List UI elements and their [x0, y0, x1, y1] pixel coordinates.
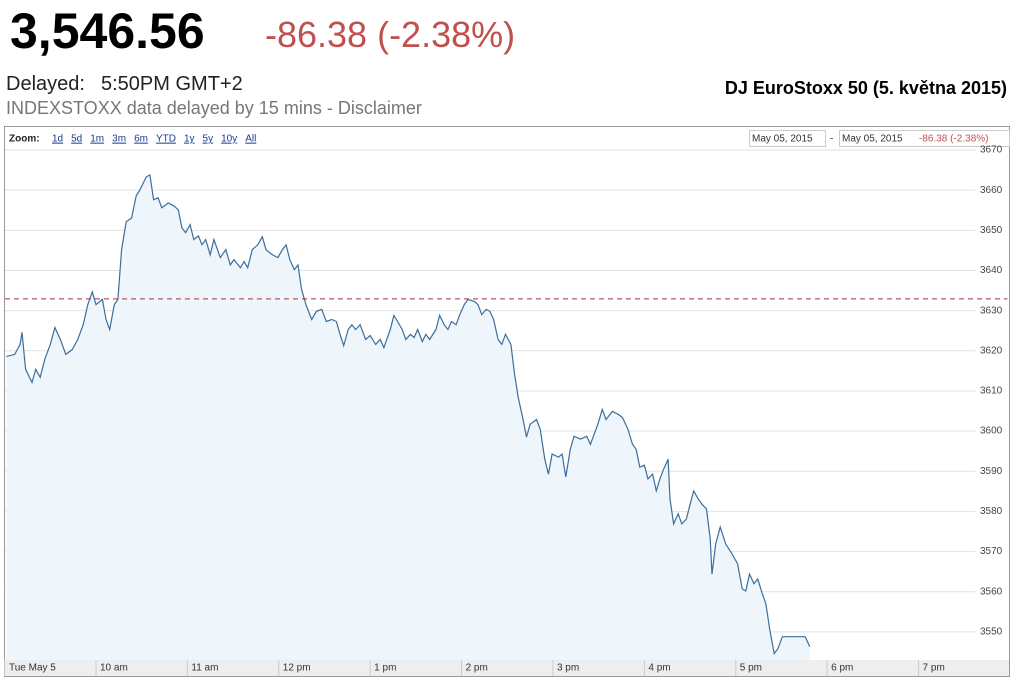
y-tick-label: 3600: [980, 426, 1003, 437]
x-tick-label: 3 pm: [557, 663, 579, 674]
y-tick-label: 3580: [980, 506, 1003, 517]
x-tick-label: 2 pm: [466, 663, 488, 674]
zoom-option[interactable]: 5y: [203, 134, 214, 145]
date-box[interactable]: [749, 130, 826, 147]
zoom-option[interactable]: All: [245, 134, 256, 145]
date-from[interactable]: May 05, 2015: [752, 134, 813, 145]
zoom-option[interactable]: 10y: [221, 134, 237, 145]
area: [6, 174, 810, 660]
zoom-option[interactable]: 5d: [71, 134, 82, 145]
price-line: [6, 173, 811, 656]
notice: INDEXSTOXX data delayed by 15 mins - Dis…: [6, 98, 422, 118]
chart-label: DJ EuroStoxx 50 (5. května 2015): [724, 78, 1007, 98]
zoom-option[interactable]: 6m: [134, 134, 148, 145]
y-tick-label: 3560: [980, 586, 1003, 597]
change: -86.38 (-2.38%): [265, 14, 516, 55]
x-tick-label: 12 pm: [283, 663, 311, 674]
x-tick-label: 1 pm: [374, 663, 396, 674]
x-tick-label: 7 pm: [923, 663, 945, 674]
range-change: -86.38 (-2.38%): [919, 134, 988, 145]
y-tick-label: 3660: [980, 185, 1003, 196]
zoom-option[interactable]: 1m: [90, 134, 104, 145]
zoom-option[interactable]: 1y: [184, 134, 195, 145]
x-tick-label: 10 am: [100, 663, 128, 674]
y-tick-label: 3650: [980, 225, 1003, 236]
zoom-option[interactable]: YTD: [156, 134, 176, 145]
price: 3,546.56: [10, 3, 205, 59]
zoom-option[interactable]: 3m: [112, 134, 126, 145]
delayed-time: 5:50PM GMT+2: [101, 73, 243, 95]
x-tick-label: Tue May 5: [9, 663, 56, 674]
x-tick-label: 6 pm: [831, 663, 853, 674]
y-tick-label: 3670: [980, 145, 1003, 156]
y-tick-label: 3630: [980, 305, 1003, 316]
date-box[interactable]: [839, 130, 1010, 147]
y-tick-label: 3620: [980, 345, 1003, 356]
y-tick-label: 3590: [980, 466, 1003, 477]
x-tick-label: 11 am: [191, 663, 218, 674]
date-to[interactable]: May 05, 2015: [842, 134, 903, 145]
date-separator: -: [830, 134, 833, 145]
y-tick-label: 3610: [980, 386, 1003, 397]
y-tick-label: 3550: [980, 627, 1003, 638]
zoom-label: Zoom:: [9, 134, 40, 145]
y-tick-label: 3570: [980, 546, 1003, 557]
x-axis-strip: [5, 660, 1009, 676]
y-tick-label: 3640: [980, 265, 1003, 276]
delayed-label: Delayed:: [6, 73, 85, 95]
x-tick-label: 4 pm: [648, 663, 670, 674]
x-tick-label: 5 pm: [740, 663, 762, 674]
zoom-option[interactable]: 1d: [52, 134, 63, 145]
